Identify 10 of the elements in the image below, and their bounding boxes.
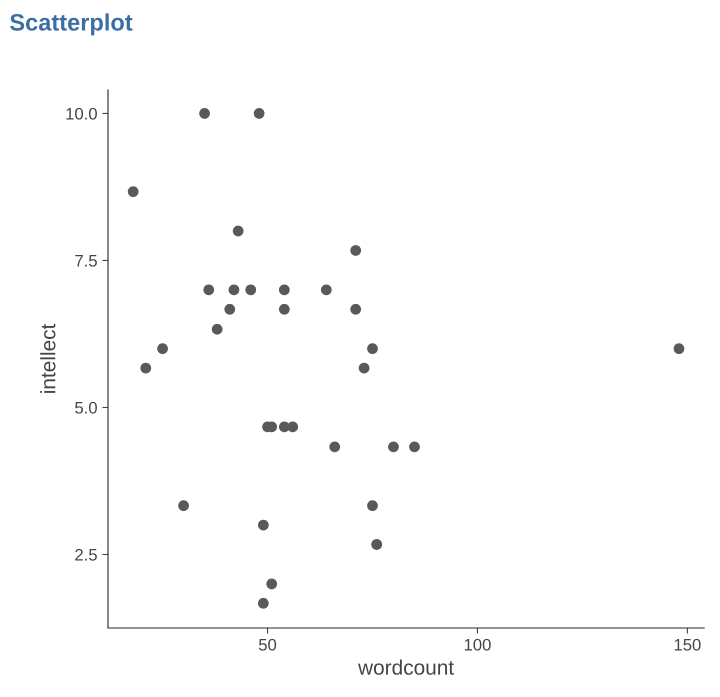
x-axis-title: wordcount [358, 660, 454, 675]
y-tick-label: 7.5 [75, 255, 97, 267]
x-tick-label: 100 [464, 638, 491, 651]
chart-title: Scatterplot [10, 13, 132, 36]
x-tick-label: 150 [674, 638, 701, 651]
y-tick-label: 5.0 [75, 402, 97, 414]
y-tick-label: 10.0 [66, 108, 97, 120]
y-tick-label: 2.5 [75, 548, 97, 561]
y-axis-title: intellect [40, 324, 56, 393]
x-tick-label: 50 [258, 638, 276, 651]
